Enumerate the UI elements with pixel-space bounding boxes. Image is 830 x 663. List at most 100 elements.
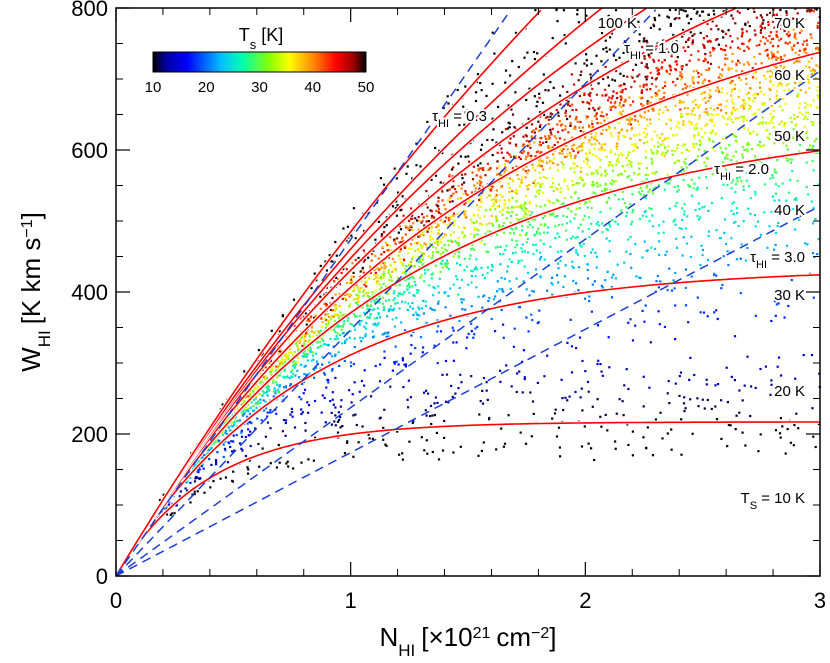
scatter-point	[281, 430, 284, 433]
scatter-point	[778, 77, 781, 80]
scatter-point	[303, 350, 306, 353]
scatter-point	[553, 135, 556, 138]
scatter-point	[571, 148, 574, 151]
scatter-point	[339, 426, 342, 429]
scatter-point	[456, 278, 459, 281]
scatter-point	[607, 196, 611, 199]
scatter-point	[808, 9, 811, 12]
scatter-point	[451, 223, 454, 226]
scatter-point	[586, 277, 590, 280]
scatter-point	[291, 354, 294, 357]
scatter-point	[393, 362, 396, 365]
scatter-point	[203, 491, 206, 494]
scatter-point	[549, 212, 552, 215]
scatter-point	[754, 112, 757, 115]
scatter-point	[614, 194, 617, 197]
scatter-point	[494, 208, 497, 211]
scatter-point	[595, 266, 598, 269]
scatter-point	[345, 239, 348, 242]
scatter-point	[590, 136, 593, 139]
scatter-point	[797, 21, 800, 24]
scatter-point	[505, 364, 508, 367]
scatter-point	[812, 10, 815, 13]
scatter-point	[572, 266, 575, 269]
scatter-point	[648, 54, 651, 57]
scatter-point	[374, 322, 377, 325]
scatter-point	[670, 55, 673, 58]
scatter-point	[196, 470, 199, 473]
scatter-point	[681, 35, 684, 38]
scatter-point	[426, 214, 429, 218]
scatter-point	[272, 390, 275, 393]
scatter-point	[625, 211, 629, 214]
scatter-point	[646, 184, 649, 187]
scatter-point	[736, 10, 739, 13]
scatter-point	[775, 90, 779, 93]
scatter-point	[715, 418, 719, 421]
scatter-point	[658, 108, 661, 111]
scatter-point	[658, 28, 661, 31]
scatter-point	[559, 124, 563, 127]
scatter-point	[693, 134, 696, 137]
scatter-point	[231, 450, 234, 453]
ts-curve-30	[115, 149, 821, 577]
scatter-point	[743, 126, 746, 130]
scatter-point	[810, 120, 813, 123]
scatter-point	[249, 395, 252, 398]
scatter-point	[457, 226, 461, 229]
scatter-point	[715, 229, 718, 232]
scatter-point	[692, 107, 696, 110]
scatter-point	[360, 340, 363, 343]
scatter-point	[656, 66, 659, 69]
scatter-point	[467, 200, 470, 203]
scatter-point	[725, 366, 728, 369]
scatter-point	[398, 284, 401, 287]
scatter-point	[554, 215, 557, 218]
scatter-point	[620, 113, 623, 116]
scatter-point	[503, 206, 506, 209]
scatter-point	[506, 206, 509, 209]
scatter-point	[437, 325, 440, 328]
scatter-point	[783, 54, 786, 57]
scatter-point	[691, 101, 694, 104]
scatter-point	[601, 129, 604, 132]
scatter-point	[686, 93, 689, 96]
scatter-point	[627, 443, 630, 447]
scatter-point	[424, 272, 427, 275]
scatter-point	[249, 444, 252, 448]
scatter-point	[717, 383, 720, 386]
scatter-point	[773, 168, 776, 171]
scatter-point	[565, 229, 568, 232]
scatter-point	[369, 304, 372, 307]
scatter-point	[581, 179, 584, 182]
scatter-point	[684, 268, 688, 271]
scatter-point	[643, 57, 646, 60]
scatter-point	[802, 16, 805, 19]
scatter-point	[688, 378, 691, 381]
scatter-point	[381, 333, 384, 336]
scatter-point	[509, 74, 512, 77]
scatter-point	[714, 405, 717, 408]
scatter-point	[770, 210, 773, 214]
scatter-point	[588, 107, 591, 110]
scatter-point	[511, 113, 515, 116]
scatter-point	[645, 215, 648, 218]
scatter-point	[642, 104, 645, 107]
scatter-point	[437, 458, 441, 461]
scatter-point	[178, 495, 181, 498]
scatter-point	[284, 434, 287, 437]
scatter-point	[683, 213, 686, 216]
scatter-point	[580, 178, 583, 181]
scatter-point	[703, 149, 706, 152]
scatter-point	[581, 100, 584, 103]
scatter-point	[517, 206, 520, 209]
scatter-point	[653, 60, 656, 63]
scatter-point	[581, 126, 585, 129]
scatter-point	[504, 128, 508, 131]
scatter-point	[617, 154, 620, 157]
scatter-point	[310, 359, 313, 362]
scatter-point	[561, 149, 564, 152]
scatter-point	[643, 320, 646, 323]
scatter-point	[431, 245, 435, 248]
scatter-point	[809, 104, 812, 107]
